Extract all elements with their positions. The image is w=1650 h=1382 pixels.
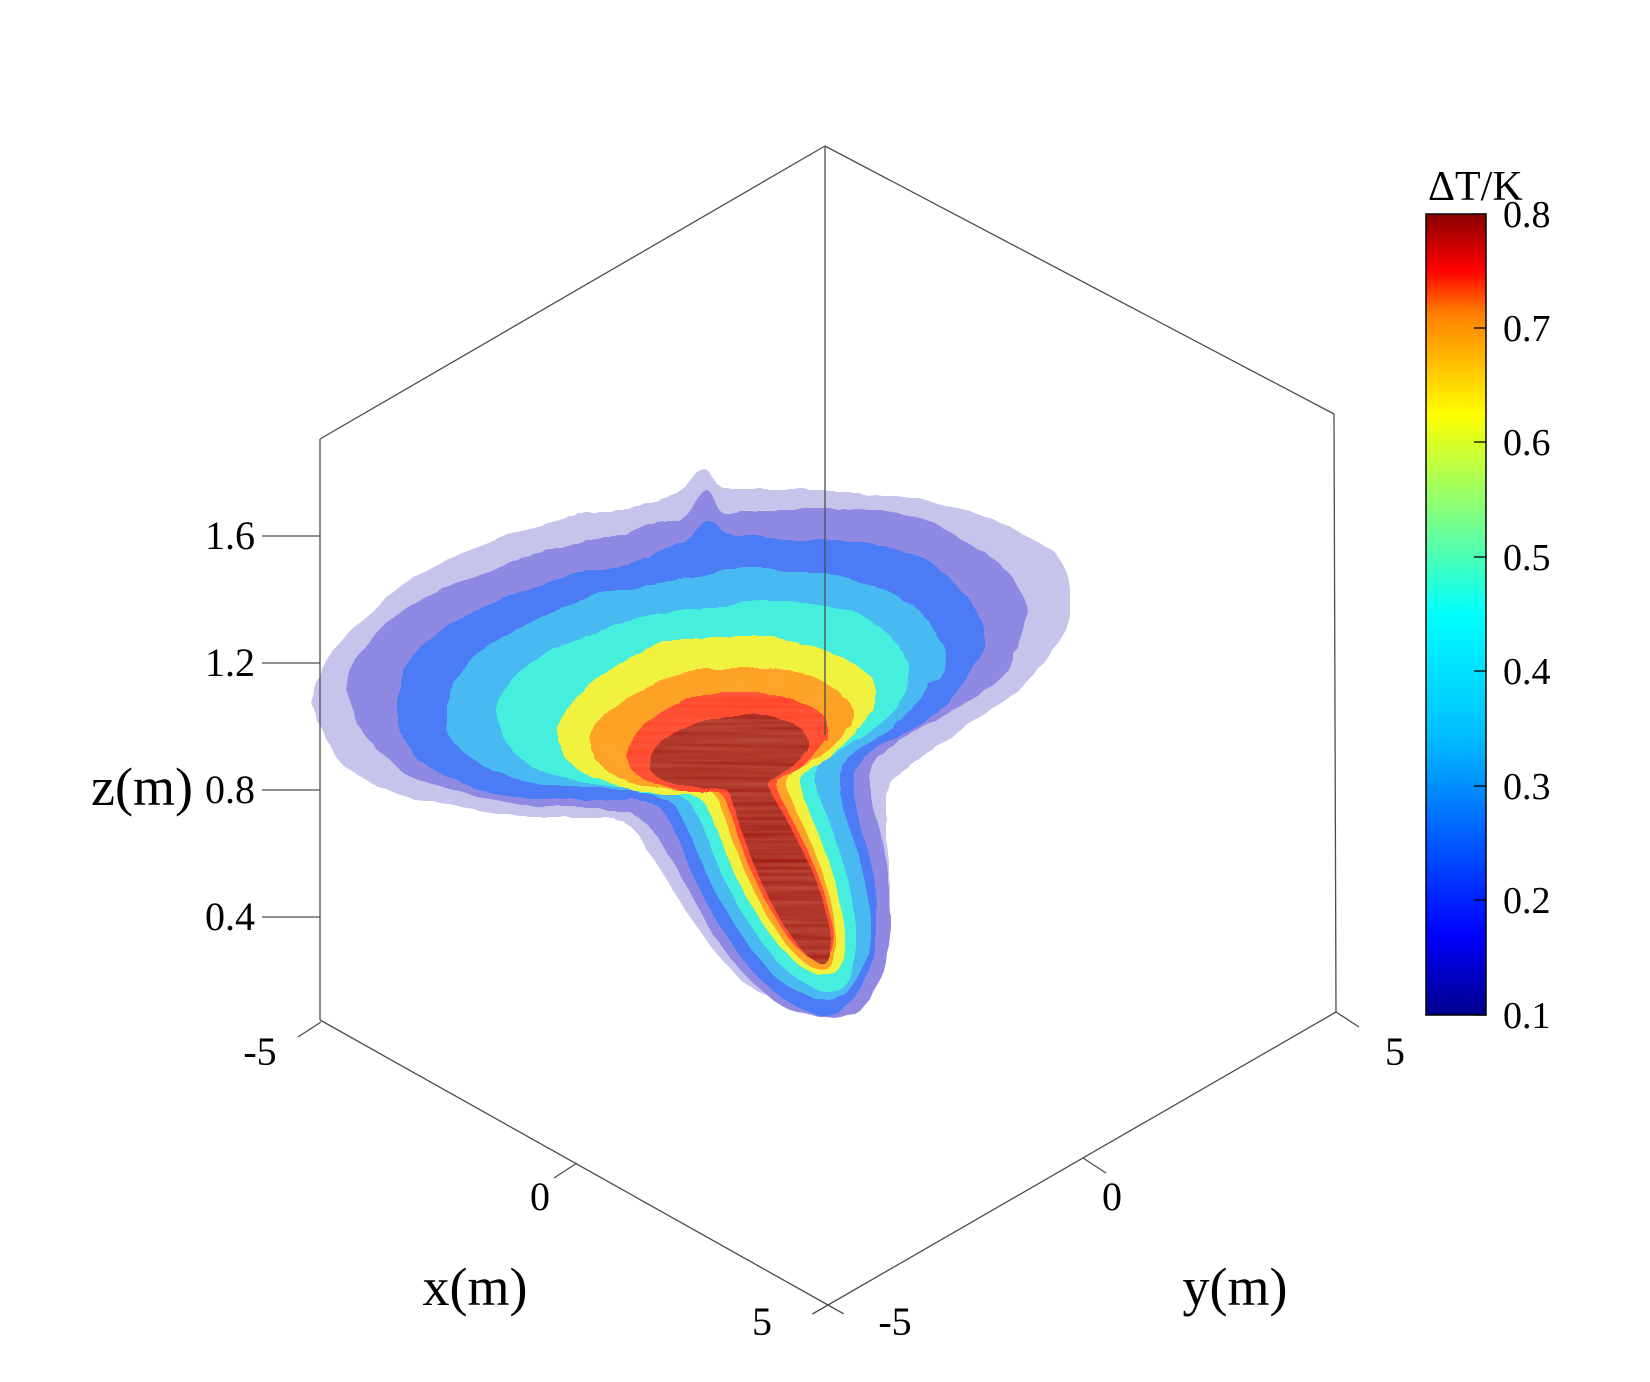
svg-text:-5: -5	[243, 1029, 276, 1074]
svg-text:0.8: 0.8	[1503, 194, 1551, 236]
svg-text:5: 5	[1385, 1029, 1405, 1074]
svg-text:0.4: 0.4	[205, 894, 255, 939]
svg-text:0.1: 0.1	[1503, 995, 1551, 1037]
svg-text:0: 0	[530, 1174, 550, 1219]
svg-text:0.3: 0.3	[1503, 766, 1551, 808]
svg-text:0.6: 0.6	[1503, 422, 1551, 464]
svg-text:0.5: 0.5	[1503, 537, 1551, 579]
svg-text:0.2: 0.2	[1503, 880, 1551, 922]
svg-text:1.6: 1.6	[205, 513, 255, 558]
svg-text:0.8: 0.8	[205, 767, 255, 812]
svg-text:0: 0	[1102, 1174, 1122, 1219]
svg-text:1.2: 1.2	[205, 640, 255, 685]
svg-text:0.7: 0.7	[1503, 308, 1551, 350]
svg-text:y(m): y(m)	[1183, 1257, 1288, 1317]
svg-text:z(m): z(m)	[91, 757, 193, 817]
svg-text:5: 5	[752, 1299, 772, 1344]
svg-text:x(m): x(m)	[423, 1257, 528, 1317]
svg-text:0.4: 0.4	[1503, 651, 1551, 693]
svg-text:-5: -5	[878, 1299, 911, 1344]
